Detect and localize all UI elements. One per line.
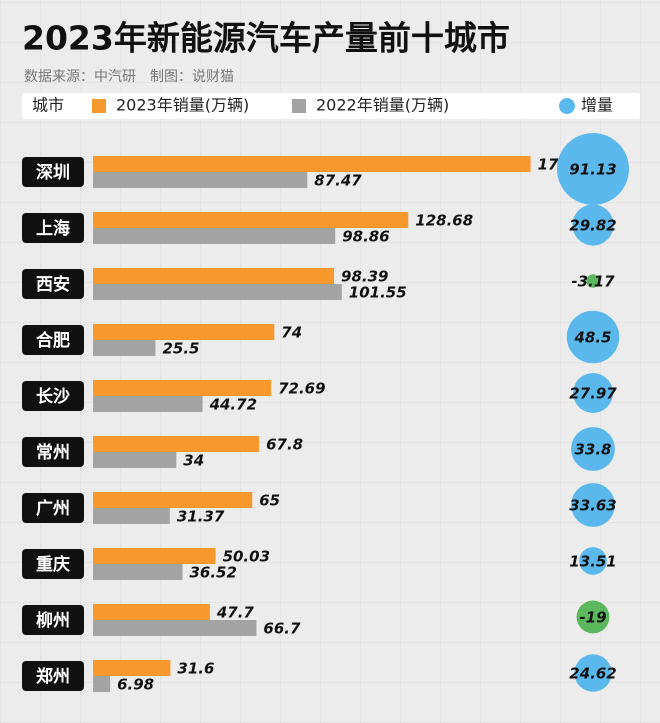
bar-value-label: 87.47 <box>314 172 362 190</box>
bar <box>93 620 257 636</box>
bar-value-label: 50.03 <box>223 548 270 566</box>
bar-value-label: 25.5 <box>162 340 199 358</box>
city-label-box <box>22 213 84 243</box>
increase-label: -3.17 <box>571 273 615 291</box>
legend-swatch <box>559 98 575 114</box>
bar <box>93 380 272 396</box>
bar <box>93 156 531 172</box>
bar-value-label: 47.7 <box>216 604 255 622</box>
increase-label: 27.97 <box>569 385 617 403</box>
increase-bubble <box>571 427 615 471</box>
legend-label: 2022年销量(万辆) <box>316 96 449 115</box>
city-label: 常州 <box>36 442 70 463</box>
city-label: 郑州 <box>36 666 70 687</box>
bar-value-label: 98.86 <box>342 228 389 246</box>
bar-value-label: 66.7 <box>263 620 301 638</box>
bar <box>93 564 183 580</box>
city-label: 西安 <box>36 274 70 295</box>
increase-label: 13.51 <box>569 553 616 571</box>
city-label: 上海 <box>36 218 70 239</box>
bar <box>93 172 308 188</box>
bar-value-label: 101.55 <box>349 284 407 302</box>
increase-label: 91.13 <box>569 161 616 179</box>
increase-bubble <box>573 373 613 413</box>
bar <box>93 284 342 300</box>
increase-label: 33.8 <box>574 441 611 459</box>
increase-bubble <box>572 204 614 246</box>
increase-label: -19 <box>579 609 606 627</box>
bar <box>93 436 260 452</box>
city-label-box <box>22 269 84 299</box>
increase-bubble <box>579 547 607 575</box>
bar-value-label: 31.37 <box>177 508 225 526</box>
bar-value-label: 31.6 <box>177 660 214 678</box>
increase-label: 29.82 <box>569 217 616 235</box>
bar-value-label: 128.68 <box>415 212 473 230</box>
bar-value-label: 65 <box>259 492 280 510</box>
bar <box>93 604 210 620</box>
city-label: 深圳 <box>36 162 70 183</box>
bar <box>93 676 111 692</box>
increase-label: 48.5 <box>573 329 611 347</box>
increase-bubble <box>576 600 610 634</box>
city-label-box <box>22 437 84 467</box>
legend-swatch <box>92 99 106 113</box>
increase-bubble <box>557 133 629 205</box>
city-label-box <box>22 325 84 355</box>
bar <box>93 452 177 468</box>
legend-category: 城市 <box>32 96 64 115</box>
legend-label: 增量 <box>581 96 613 115</box>
city-label: 重庆 <box>36 554 70 575</box>
bar-value-label: 34 <box>183 452 204 470</box>
city-label: 合肥 <box>36 330 70 351</box>
bar-value-label: 36.52 <box>189 564 236 582</box>
chart-title: 2023年新能源汽车产量前十城市 <box>22 19 510 58</box>
legend-label: 2023年销量(万辆) <box>116 96 249 115</box>
bar-value-label: 98.39 <box>341 268 388 286</box>
city-label: 柳州 <box>36 610 70 631</box>
increase-bubble <box>586 274 600 288</box>
bar <box>93 548 216 564</box>
chart-subtitle: 数据来源：中汽研 制图：说财猫 <box>24 69 234 85</box>
increase-bubble <box>571 483 615 527</box>
legend-swatch <box>292 99 306 113</box>
increase-label: 33.63 <box>569 497 616 515</box>
city-label-box <box>22 661 84 691</box>
city-label-box <box>22 605 84 635</box>
city-label-box <box>22 493 84 523</box>
bar <box>93 492 253 508</box>
legend-box <box>22 93 640 119</box>
city-label-box <box>22 157 84 187</box>
bar <box>93 508 170 524</box>
increase-label: 24.62 <box>569 665 616 683</box>
bar <box>93 396 203 412</box>
bar <box>93 212 409 228</box>
bar <box>93 268 335 284</box>
city-label-box <box>22 549 84 579</box>
city-label: 长沙 <box>36 386 70 407</box>
bar-value-label: 74 <box>281 324 302 342</box>
bar <box>93 228 336 244</box>
bar <box>93 660 171 676</box>
increase-bubble <box>566 310 620 364</box>
city-label-box <box>22 381 84 411</box>
bar-value-label: 67.8 <box>266 436 303 454</box>
bar <box>93 340 156 356</box>
city-label: 广州 <box>36 498 70 519</box>
bar-value-label: 6.98 <box>117 676 154 694</box>
bar <box>93 324 275 340</box>
bar-value-label: 72.69 <box>278 380 325 398</box>
increase-bubble <box>574 654 612 692</box>
bar-value-label: 44.72 <box>209 396 257 414</box>
